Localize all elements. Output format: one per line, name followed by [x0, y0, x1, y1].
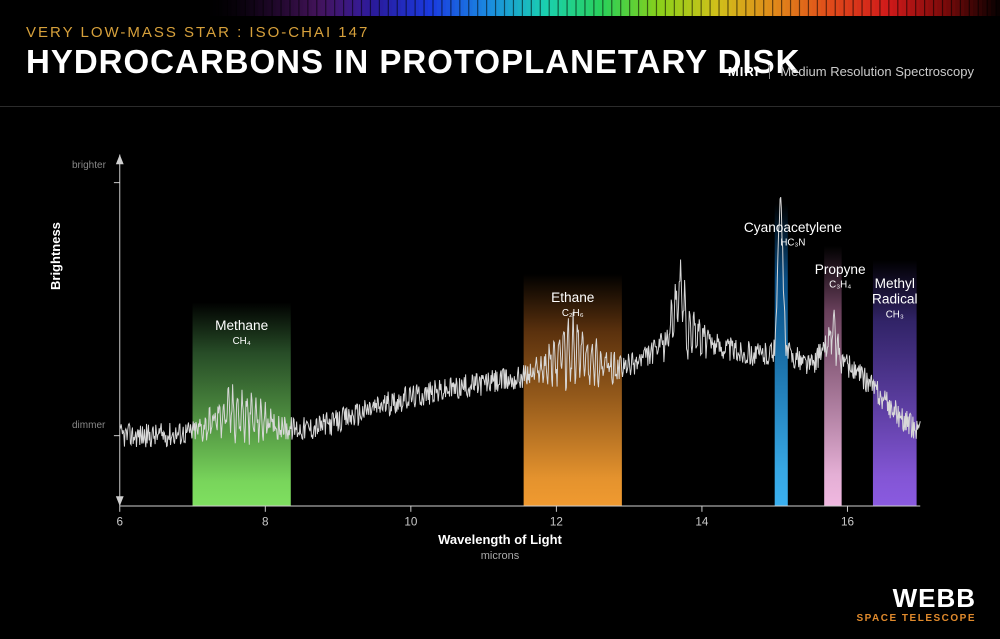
band-label: Methane — [215, 318, 268, 333]
spectrum-color-bar — [0, 0, 1000, 16]
header-rule — [0, 106, 1000, 107]
y-axis-dimmer: dimmer — [72, 420, 105, 431]
divider — [769, 65, 770, 79]
spectrum-chart: 6810121416MethaneCH₄EthaneC₂H₆Cyanoacety… — [110, 140, 930, 500]
instrument-name: MIRI — [728, 64, 759, 79]
y-axis-brighter: brighter — [72, 160, 106, 171]
band-label: Cyanoacetylene — [744, 220, 842, 235]
x-axis-unit: microns — [0, 550, 1000, 562]
x-tick-label: 10 — [404, 515, 418, 528]
arrow-up-icon — [116, 155, 124, 165]
logo-line1: WEBB — [856, 585, 976, 611]
band-formula: CH₃ — [886, 309, 904, 320]
band-label: Propyne — [815, 262, 866, 277]
y-axis-label: Brightness — [48, 222, 63, 290]
header: VERY LOW-MASS STAR : ISO-CHAI 147 HYDROC… — [26, 24, 801, 81]
band-label: Methyl — [875, 276, 915, 291]
x-tick-label: 14 — [695, 515, 709, 528]
x-tick-label: 16 — [841, 515, 854, 528]
instrument-label: MIRI Medium Resolution Spectroscopy — [728, 64, 974, 79]
band-formula: HC₃N — [780, 238, 805, 249]
x-tick-label: 8 — [262, 515, 269, 528]
band-label: Ethane — [551, 290, 594, 305]
x-tick-label: 6 — [117, 515, 124, 528]
webb-logo: WEBB SPACE TELESCOPE — [856, 585, 976, 625]
chart-subtitle: VERY LOW-MASS STAR : ISO-CHAI 147 — [26, 24, 801, 41]
instrument-mode: Medium Resolution Spectroscopy — [780, 64, 974, 79]
band-formula: CH₄ — [233, 336, 251, 347]
band-label: Radical — [872, 292, 918, 307]
chart-title: HYDROCARBONS IN PROTOPLANETARY DISK — [26, 43, 801, 81]
band-formula: C₃H₄ — [829, 280, 851, 291]
arrow-down-icon — [116, 496, 124, 506]
x-axis-label: Wavelength of Light — [0, 532, 1000, 547]
band-formula: C₂H₆ — [562, 308, 584, 319]
logo-line2: SPACE TELESCOPE — [856, 613, 976, 625]
x-tick-label: 12 — [550, 515, 563, 528]
